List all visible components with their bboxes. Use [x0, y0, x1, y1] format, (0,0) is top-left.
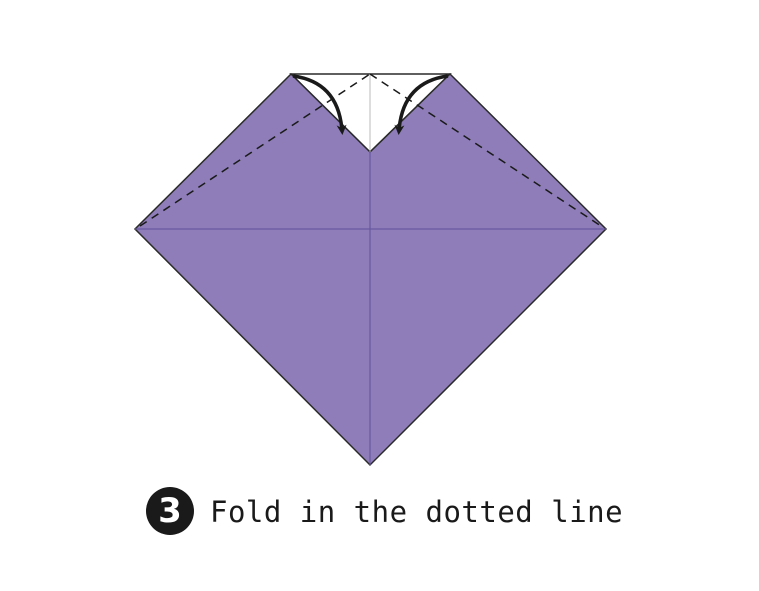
- step-number-badge: 3: [146, 487, 194, 535]
- left-fold-arrow-icon: [292, 74, 347, 135]
- step-instruction: Fold in the dotted line: [210, 495, 624, 529]
- right-fold-arrow-icon: [394, 74, 449, 135]
